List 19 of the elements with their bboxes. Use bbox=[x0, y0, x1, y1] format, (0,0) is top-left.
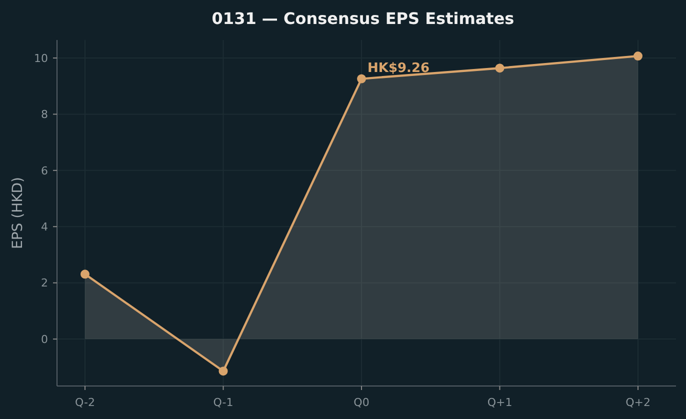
x-tick-label: Q-2 bbox=[75, 396, 95, 409]
x-tick-label: Q+2 bbox=[626, 396, 650, 409]
y-tick-label: 0 bbox=[41, 332, 48, 346]
point bbox=[495, 64, 504, 73]
y-axis-title: EPS (HKD) bbox=[10, 176, 26, 250]
y-tick-label: 6 bbox=[41, 164, 48, 178]
y-tick-label: 2 bbox=[41, 276, 48, 290]
point bbox=[357, 74, 366, 84]
annotation: HK$9.26 bbox=[368, 60, 430, 76]
x-tick-label: Q+1 bbox=[487, 396, 512, 409]
chart-title: 0131 — Consensus EPS Estimates bbox=[212, 9, 514, 28]
point bbox=[218, 366, 228, 376]
y-tick-label: 8 bbox=[41, 108, 48, 122]
x-tick-label: Q-1 bbox=[213, 396, 234, 409]
y-tick-label: 10 bbox=[34, 52, 48, 65]
x-tick-label: Q0 bbox=[354, 396, 370, 409]
y-tick-label: 4 bbox=[41, 220, 48, 234]
point bbox=[634, 52, 642, 61]
point bbox=[80, 270, 90, 279]
